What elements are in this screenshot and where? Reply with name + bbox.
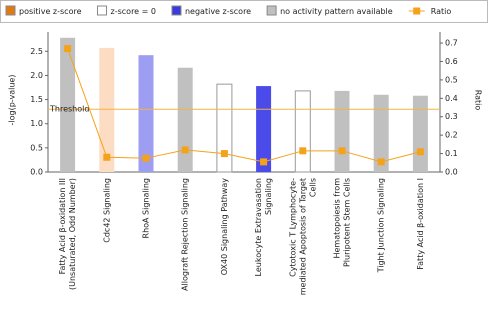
ratio-line <box>67 48 421 163</box>
ratio-marker <box>103 153 111 161</box>
y2-tick-label: 0.7 <box>445 39 458 48</box>
ratio-marker <box>64 45 72 53</box>
y-tick-label: 0.0 <box>30 168 43 177</box>
ratio-marker <box>299 147 307 155</box>
bar <box>99 47 115 173</box>
bar <box>373 94 389 172</box>
x-tick-label: Signaling <box>264 178 273 215</box>
bar <box>138 55 154 173</box>
x-tick-label: Pluripotent Stem Cells <box>343 178 352 267</box>
y2-tick-label: 0.0 <box>445 168 458 177</box>
x-tick-label: Tight Junction Signaling <box>377 178 386 273</box>
bar <box>294 90 311 173</box>
legend-swatch <box>5 5 16 16</box>
ratio-marker <box>260 158 268 166</box>
bar <box>216 83 233 173</box>
x-tick-label: Cdc42 Signaling <box>102 178 111 243</box>
x-tick-label: Fatty Acid β-oxidation III <box>58 178 67 274</box>
y-tick-label: 2.5 <box>30 47 43 56</box>
legend-swatch <box>97 5 108 16</box>
legend-label: Ratio <box>431 7 452 16</box>
x-tick-label: Hematopoiesis from <box>333 178 342 259</box>
y2-tick-label: 0.2 <box>445 131 458 140</box>
bar <box>334 90 350 172</box>
y-axis-title: -log(p-value) <box>8 75 17 126</box>
threshold-label: Threshold <box>49 105 89 114</box>
x-tick-label: Cytotoxic T Lymphocyte- <box>288 178 297 277</box>
legend-label: z-score = 0 <box>111 7 156 16</box>
ratio-marker <box>416 148 424 156</box>
y2-tick-label: 0.6 <box>445 57 458 66</box>
x-tick-label: Leukocyte Extravasation <box>254 178 263 276</box>
legend-label: positive z-score <box>19 7 82 16</box>
bar <box>177 67 193 172</box>
y2-tick-label: 0.5 <box>445 75 458 84</box>
legend-label: no activity pattern available <box>280 7 393 16</box>
legend-swatch <box>266 5 277 16</box>
ratio-marker <box>220 150 228 158</box>
ratio-marker <box>142 154 150 162</box>
x-tick-label: Cells <box>308 178 317 197</box>
y2-axis-title: Ratio <box>474 90 483 111</box>
bar <box>60 37 76 172</box>
y-tick-label: 1.5 <box>30 95 43 104</box>
ratio-marker <box>338 147 346 155</box>
legend-swatch <box>171 5 182 16</box>
y-tick-label: 2.0 <box>30 71 43 80</box>
x-tick-label: Fatty Acid β-oxidation I <box>416 178 425 270</box>
legend-label: negative z-score <box>185 7 251 16</box>
y-tick-label: 1.0 <box>30 119 43 128</box>
legend-marker <box>413 7 421 15</box>
ratio-marker <box>377 158 385 166</box>
x-tick-label: Allograft Rejection Signaling <box>181 178 190 291</box>
x-tick-label: (Unsaturated, Odd Number) <box>68 178 77 290</box>
x-tick-label: OX40 Signaling Pathway <box>220 178 229 275</box>
y2-tick-label: 0.1 <box>445 149 458 158</box>
x-tick-label: RhoA Signaling <box>142 178 151 238</box>
bar <box>412 95 428 172</box>
x-tick-label: mediated Apoptosis of Target <box>298 178 307 295</box>
bar <box>256 86 272 172</box>
y-tick-label: 0.5 <box>30 143 43 152</box>
ratio-marker <box>181 146 189 154</box>
y2-tick-label: 0.3 <box>445 112 458 121</box>
y2-tick-label: 0.4 <box>445 94 458 103</box>
